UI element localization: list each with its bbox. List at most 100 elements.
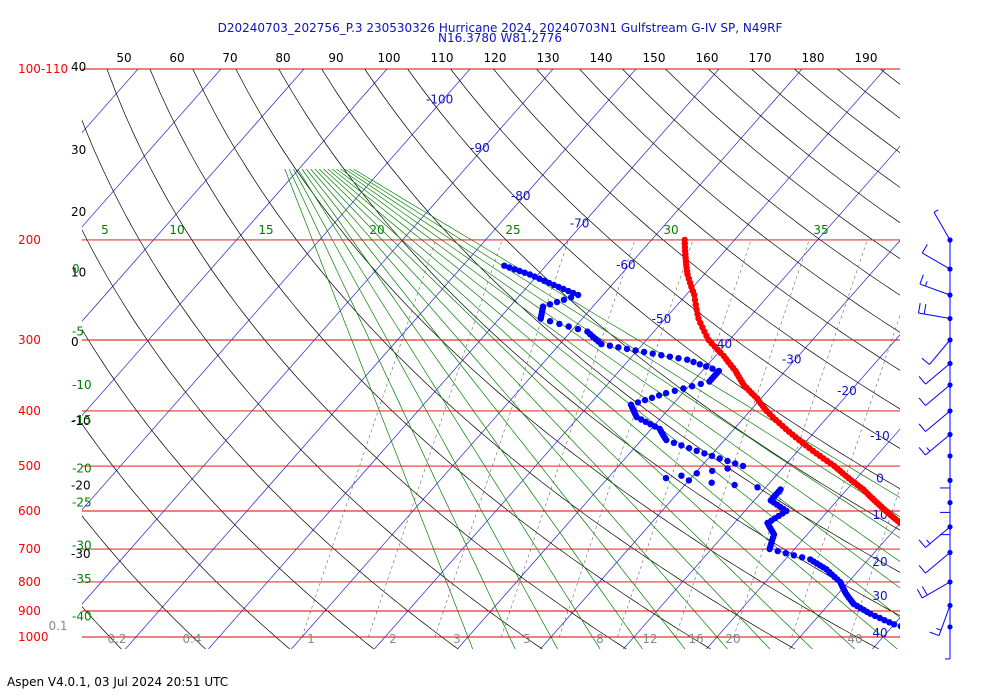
dewpoint-point (790, 552, 798, 559)
dewpoint-point (526, 271, 533, 278)
dewpoint-point (881, 617, 888, 624)
mixing-ratio-line (949, 240, 1000, 637)
moist-adiabat-line (306, 168, 686, 650)
dewpoint-point (685, 444, 693, 452)
wind-barb-flag (936, 627, 942, 631)
dewpoint-point (774, 547, 781, 555)
dewpoint-point (560, 285, 567, 293)
dewpoint-point (766, 545, 773, 553)
pressure-tick-label: 400 (18, 404, 41, 418)
dewpoint-point (680, 385, 687, 392)
top-scale-label: 80 (275, 51, 290, 65)
temperature-point (988, 601, 994, 607)
wind-barb-shaft (933, 212, 951, 241)
isotherm-line (706, 428, 900, 650)
pressure-tick-label: 900 (18, 604, 41, 618)
temperature-point (984, 598, 990, 604)
wind-barb-flag (918, 397, 926, 406)
temperature-point (995, 609, 1000, 615)
mixing-ratio-line (791, 314, 900, 638)
temperature-point (979, 595, 985, 601)
dry-adiabat-line (192, 69, 795, 650)
dewpoint-point (606, 342, 614, 349)
dewpoint-point (890, 621, 898, 628)
isotherm-label: 30 (872, 589, 887, 603)
mixing-ratio-label: 0.4 (182, 632, 201, 646)
temperature-point (991, 605, 997, 611)
top-scale-label: 60 (169, 51, 184, 65)
isotherm-line (955, 43, 1000, 649)
temperature-point (942, 563, 948, 569)
dewpoint-point (658, 352, 665, 359)
isotherm-label: 20 (872, 555, 887, 569)
moist-adiabat-label: 0 (72, 262, 80, 276)
dewpoint-point (708, 452, 716, 460)
temperature-point (897, 519, 900, 527)
top-scale-label: 170 (749, 51, 772, 65)
dewpoint-point (688, 383, 696, 390)
dry-adiabat-line (106, 69, 627, 650)
dewpoint-point (655, 392, 663, 399)
left-scale-label: 10 (71, 265, 86, 279)
mixing-ratio-label: 5 (523, 632, 531, 646)
dry-adiabat-line (407, 69, 900, 490)
temperature-point (958, 576, 964, 582)
temperature-point (910, 531, 916, 537)
mixing-ratio-label: 8 (596, 632, 604, 646)
dry-adiabat-line (82, 515, 206, 650)
moist-adiabat-label: -40 (72, 609, 92, 623)
top-scale-label: 110 (431, 51, 454, 65)
wind-barb-flag (918, 539, 926, 548)
temperature-point (948, 568, 954, 574)
isotherm-line (82, 69, 305, 322)
isotherm-label: -10 (870, 429, 890, 443)
pressure-tick-label: 100-110 (18, 62, 68, 76)
mixing-ratio-label: 1 (307, 632, 315, 646)
dewpoint-point (632, 347, 639, 354)
dewpoint-point (560, 296, 568, 303)
mixing-ratio-line (675, 239, 810, 638)
temperature-point (928, 549, 934, 555)
top-scale-label: 150 (643, 51, 666, 65)
dewpoint-point (693, 470, 700, 477)
top-scale-label: 130 (537, 51, 560, 65)
dry-adiabat-line (149, 69, 711, 650)
dry-adiabat-line (932, 43, 1000, 649)
wind-barb-shaft (925, 410, 951, 432)
isotherm-line (872, 617, 900, 650)
dewpoint-point (555, 283, 562, 291)
temperature-point (965, 582, 971, 588)
theta-e-label: 30 (663, 223, 678, 237)
top-scale-label: 160 (696, 51, 719, 65)
moist-adiabat-label: -35 (72, 572, 92, 586)
isotherm-line (291, 69, 803, 650)
wind-barb-flag (924, 281, 928, 287)
wind-barb-flag (933, 209, 939, 213)
dewpoint-point (709, 365, 716, 372)
theta-e-label: 20 (369, 223, 384, 237)
pressure-tick-label: 1000 (18, 630, 49, 644)
moist-adiabat-line (301, 168, 643, 650)
dewpoint-point (516, 267, 523, 275)
temperature-point (977, 594, 983, 600)
temperature-point (692, 301, 699, 308)
dewpoint-point (685, 477, 693, 484)
wind-barb-flag (926, 447, 931, 452)
temperature-point (909, 529, 915, 535)
dewpoint-point (666, 353, 674, 360)
dry-adiabat-line (278, 69, 900, 617)
wind-barb-flag (926, 539, 931, 545)
wind-barb-shaft (925, 384, 951, 406)
temperature-point (929, 551, 935, 557)
temperature-point (935, 556, 941, 562)
top-scale-label: 100 (378, 51, 401, 65)
dewpoint-point (701, 450, 708, 457)
wind-barb-flag (918, 423, 926, 432)
dewpoint-point (662, 474, 670, 482)
wind-barb-flag (918, 565, 926, 574)
temperature-point (994, 608, 1000, 614)
isotherm-label: -100 (426, 92, 453, 106)
temperature-point (902, 524, 908, 530)
moist-adiabat-line (353, 168, 900, 498)
dewpoint-point (649, 350, 656, 357)
